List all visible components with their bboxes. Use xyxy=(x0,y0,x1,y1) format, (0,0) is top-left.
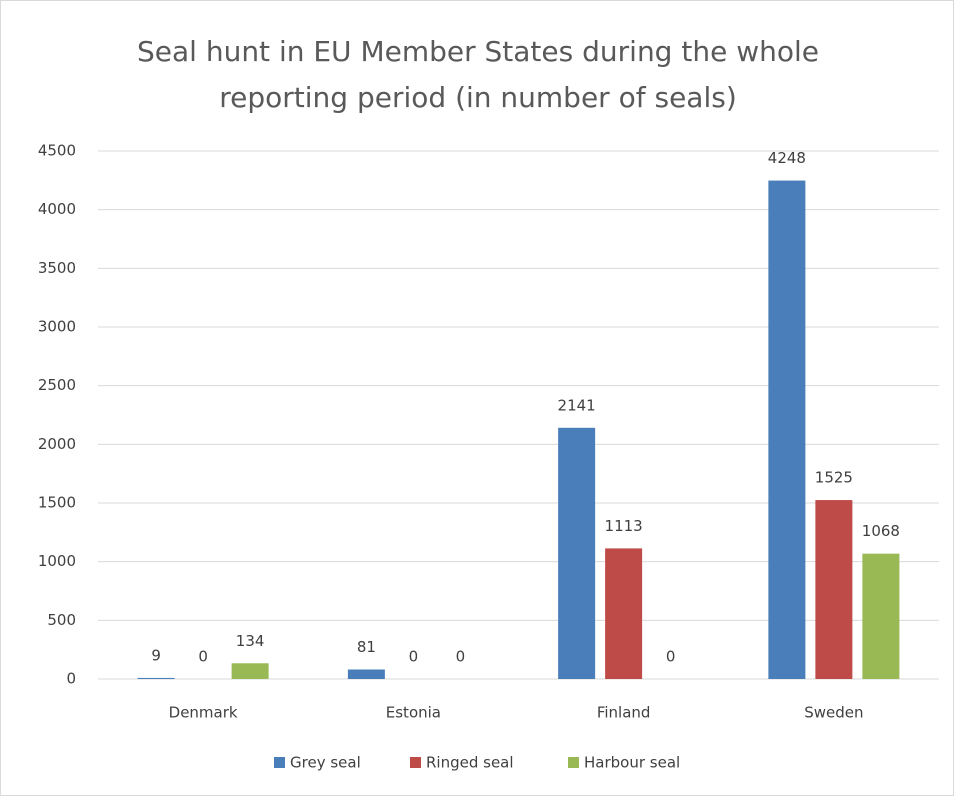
bar xyxy=(231,663,269,679)
y-tick-label: 2000 xyxy=(38,435,76,453)
x-tick-label: Finland xyxy=(597,704,651,722)
y-tick-label: 3500 xyxy=(38,259,76,277)
bar xyxy=(137,677,175,679)
data-label: 1068 xyxy=(862,522,900,540)
x-tick-label: Sweden xyxy=(804,704,863,722)
bar xyxy=(605,548,643,679)
x-tick-label: Estonia xyxy=(386,704,441,722)
data-label: 0 xyxy=(198,648,208,666)
data-label: 0 xyxy=(666,648,676,666)
data-label: 4248 xyxy=(768,149,806,167)
data-label: 81 xyxy=(357,638,376,656)
legend-label: Harbour seal xyxy=(584,754,680,772)
x-tick-label: Denmark xyxy=(169,704,238,722)
data-label: 134 xyxy=(236,632,265,650)
bar xyxy=(558,427,596,679)
data-label: 0 xyxy=(409,648,419,666)
chart-title: Seal hunt in EU Member States during the… xyxy=(136,35,819,114)
bar xyxy=(862,553,900,679)
data-label: 0 xyxy=(456,648,466,666)
y-tick-label: 500 xyxy=(47,611,76,629)
legend-swatch xyxy=(568,757,579,768)
bar xyxy=(768,180,806,679)
data-label: 9 xyxy=(151,646,161,664)
bar xyxy=(347,669,385,679)
y-tick-label: 4500 xyxy=(38,142,76,160)
y-tick-label: 1500 xyxy=(38,494,76,512)
y-tick-label: 3000 xyxy=(38,318,76,336)
legend-label: Ringed seal xyxy=(426,754,514,772)
legend-swatch xyxy=(410,757,421,768)
legend-label: Grey seal xyxy=(290,754,361,772)
legend-swatch xyxy=(274,757,285,768)
data-label: 1113 xyxy=(605,517,643,535)
bar xyxy=(815,500,853,679)
data-label: 2141 xyxy=(558,396,596,414)
y-tick-label: 4000 xyxy=(38,200,76,218)
data-label: 1525 xyxy=(815,469,853,487)
y-tick-label: 2500 xyxy=(38,376,76,394)
y-tick-label: 0 xyxy=(66,670,76,688)
y-tick-label: 1000 xyxy=(38,552,76,570)
